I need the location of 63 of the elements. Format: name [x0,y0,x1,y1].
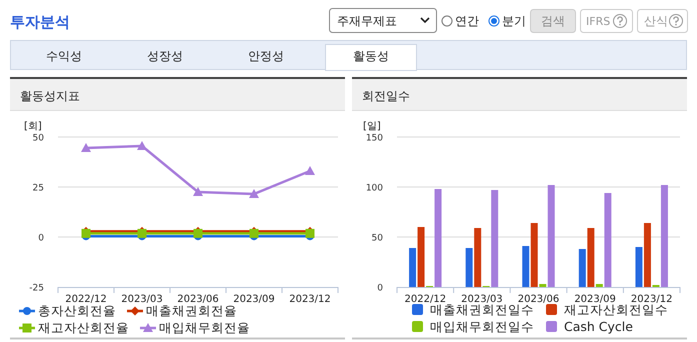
chart-title: 활동성지표 [20,89,80,103]
text: 성장성 [147,49,183,63]
text: 분기 [502,14,526,28]
bar [587,228,594,287]
text: IFRS [586,15,610,28]
bar [522,246,530,287]
y-tick-label: 0 [38,234,44,244]
y-tick-label: 25 [32,184,44,194]
x-tick-label: 2023/06 [177,294,219,305]
bar [434,189,442,287]
bar [491,190,498,287]
x-tick-label: 2023/12 [630,294,672,305]
legend-label: 매출채권회전율 [146,303,237,318]
bar [409,248,416,287]
bar [418,227,425,287]
point [249,189,259,198]
text: 활동성 [353,49,389,63]
y-tick-label: 0 [377,284,384,294]
x-tick-label: 2023/06 [518,294,560,305]
point [305,166,315,175]
legend-label: 총자산회전율 [38,303,116,318]
text: 안정성 [248,49,284,63]
point [137,141,147,150]
y-tick-label: 100 [366,184,384,194]
x-tick-label: 2023/03 [461,294,503,305]
x-tick-label: 2023/12 [289,294,331,305]
bar [530,223,538,287]
legend-label: Cash Cycle [564,319,634,334]
bar [466,248,473,287]
bar [604,193,612,287]
x-tick-label: 2023/09 [233,294,275,305]
legend-label: 매출채권회전일수 [430,302,534,317]
text: 연간 [455,14,479,28]
y-tick-label: 150 [366,134,384,144]
text: 산식 [644,14,668,28]
bar [635,247,642,287]
bar [596,284,603,287]
text: 투자분석 [10,13,70,31]
bar [539,284,546,287]
bar [548,185,555,287]
legend-label: 매입채무회전일수 [430,319,534,334]
text: 수익성 [46,49,82,63]
text: 검색 [541,14,565,28]
text: 주재무제표 [337,14,397,28]
legend-label: 재고자산회전일수 [564,302,668,317]
legend-label: 재고자산회전율 [38,320,129,335]
y-axis-title: [일] [363,121,381,132]
bar [644,223,651,287]
bar [578,249,586,287]
point [81,143,91,152]
point [193,187,203,196]
y-tick-label: 50 [372,234,384,244]
x-tick-label: 2022/12 [65,294,107,305]
y-tick-label: -25 [29,284,44,294]
chart-title: 회전일수 [362,89,410,103]
bar [660,185,668,287]
y-axis-title: [회] [24,121,42,132]
bar [474,228,482,287]
legend-label: 매입채무회전율 [159,320,250,335]
x-tick-label: 2023/03 [121,294,163,305]
x-tick-label: 2022/12 [404,294,446,305]
x-tick-label: 2023/09 [574,294,616,305]
y-tick-label: 50 [32,134,44,144]
